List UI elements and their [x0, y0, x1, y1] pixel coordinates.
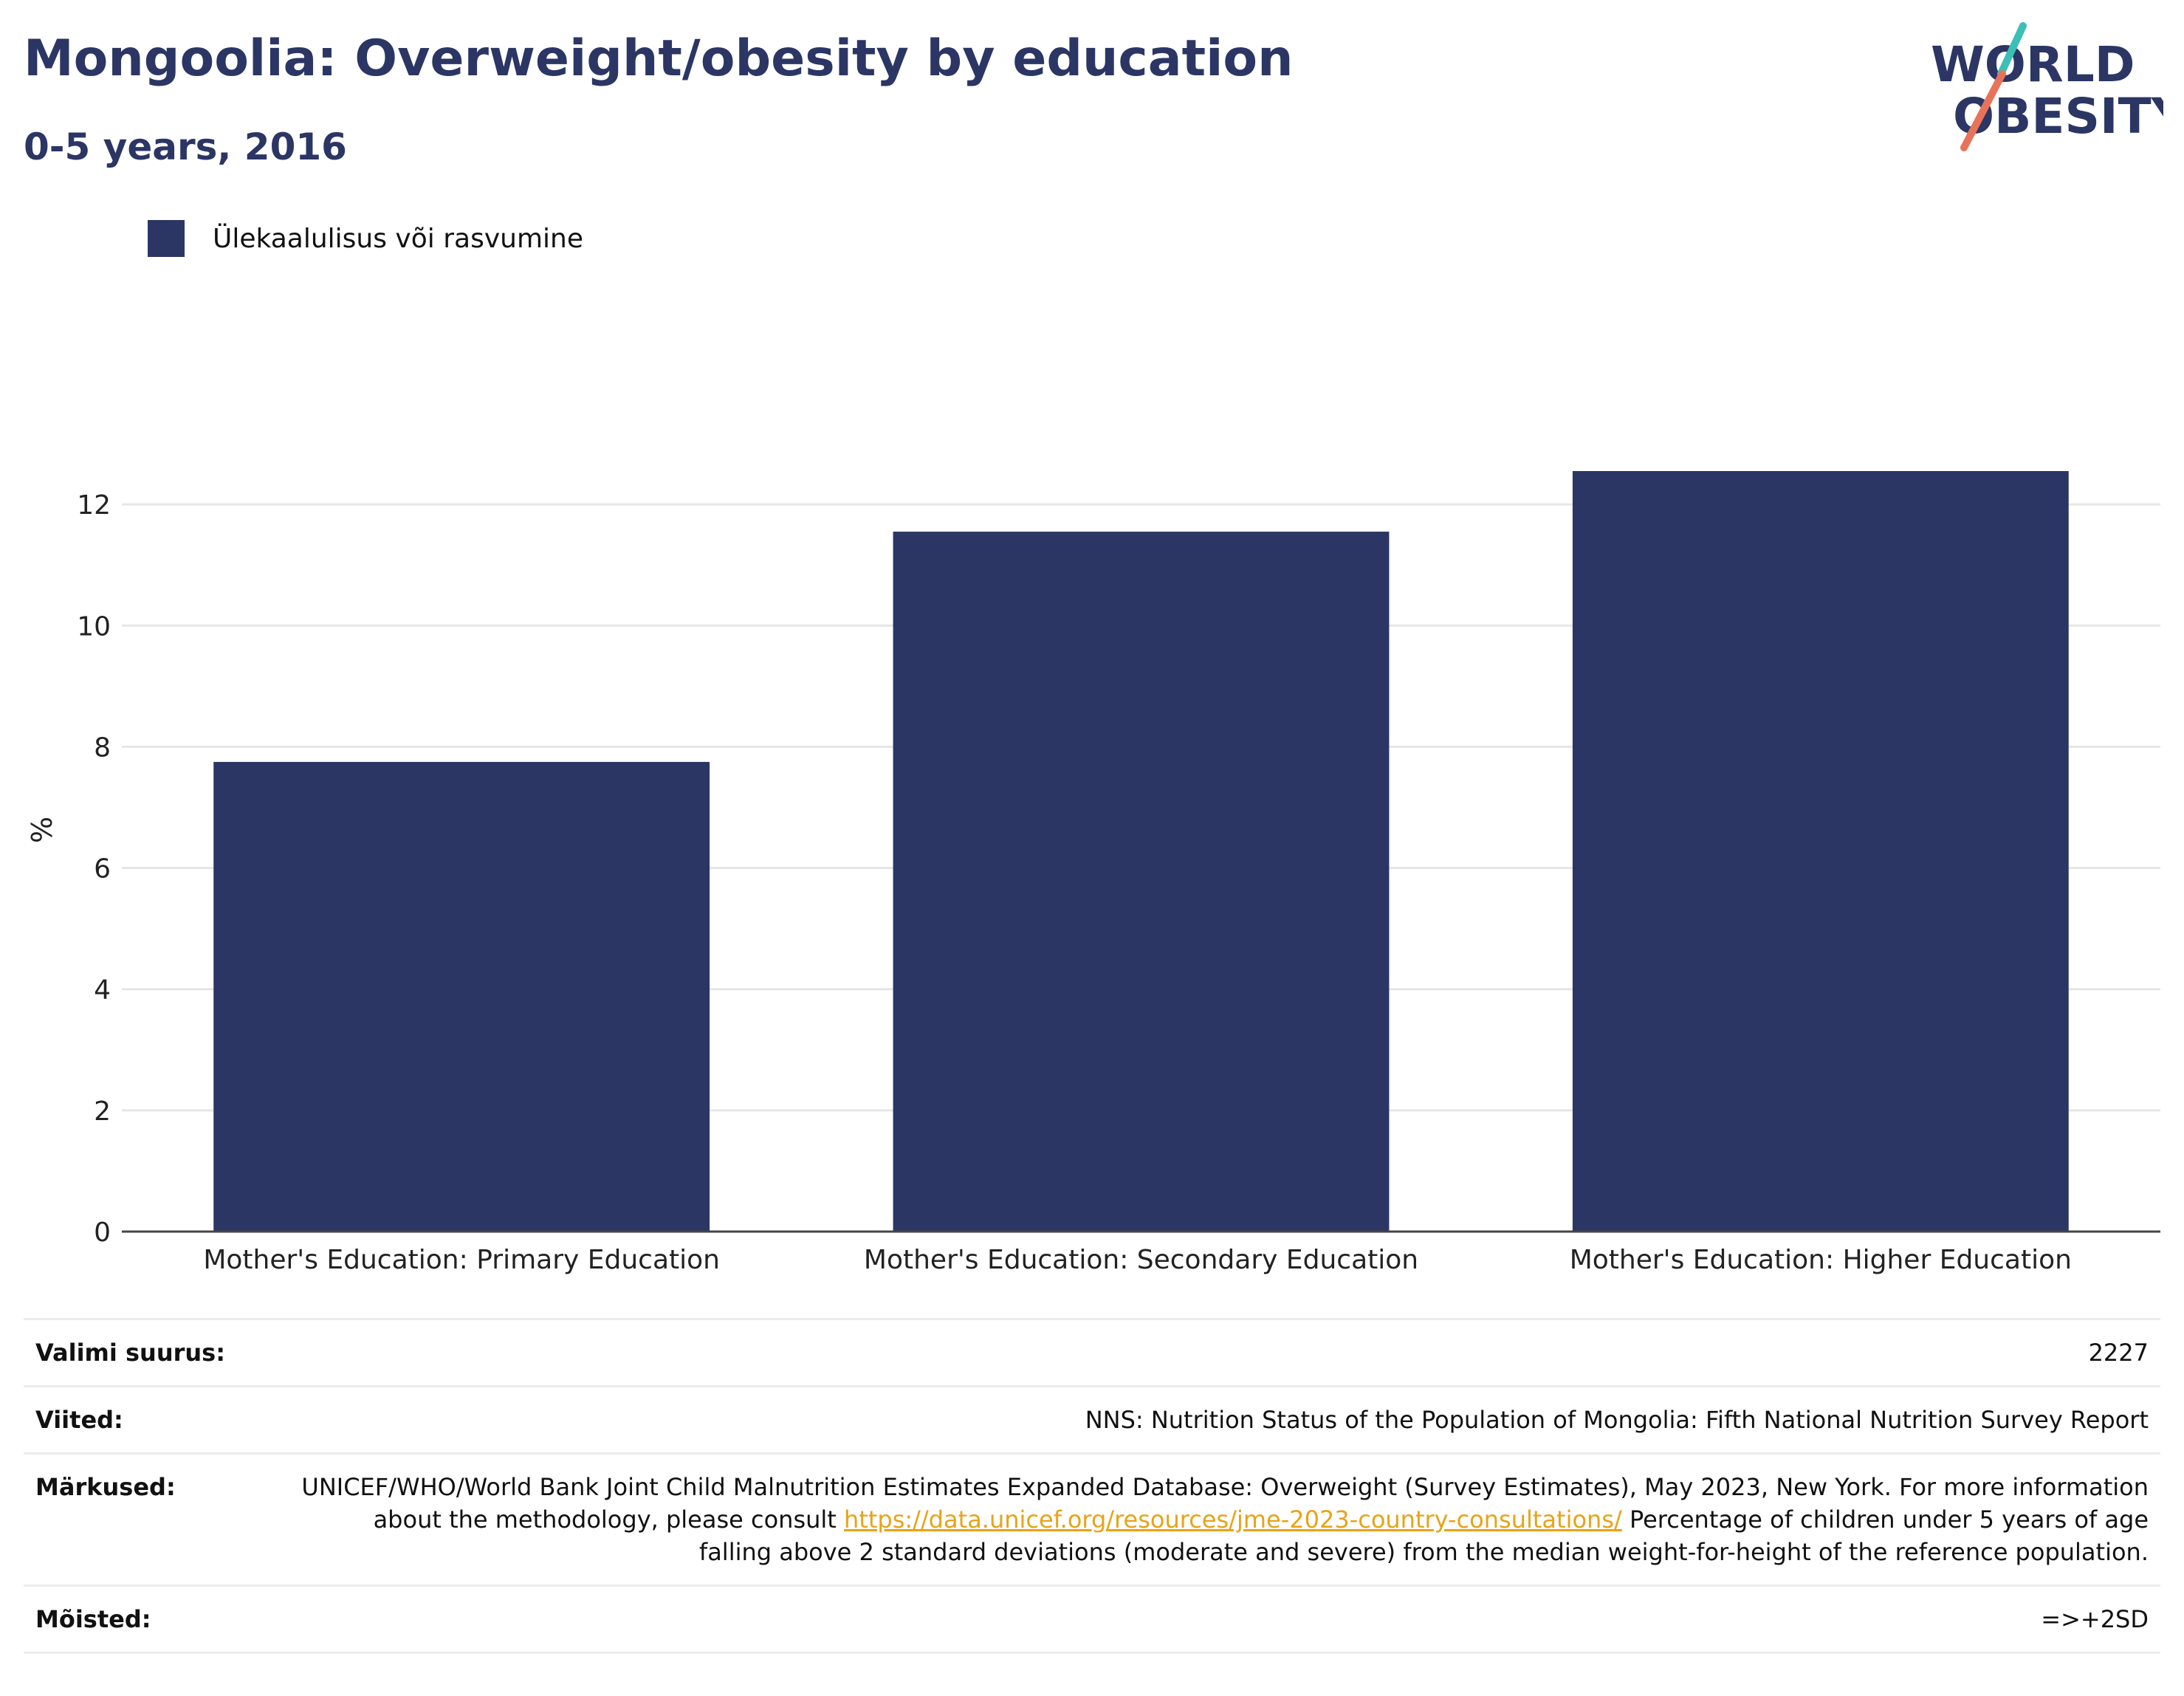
chart-subtitle: 0-5 years, 2016 [24, 126, 347, 168]
legend-label: Ülekaalulisus või rasvumine [213, 223, 583, 254]
notes-value: UNICEF/WHO/World Bank Joint Child Malnut… [301, 1471, 2149, 1568]
logo-slash-top [1997, 22, 2027, 78]
bar-chart: 0 2 4 6 8 10 12 Mother's Education: Primary Edu… [26, 470, 2160, 1275]
references-value: NNS: Nutrition Status of the Population … [1085, 1406, 2149, 1434]
chart-title: Mongoolia: Overweight/obesity by educati… [24, 30, 1294, 88]
info-row-sample-size: Valimi suurus: 2227 [24, 1318, 2160, 1385]
definitions-value: =>+2SD [2041, 1605, 2149, 1633]
methodology-link[interactable]: https://data.unicef.org/resources/jme-20… [844, 1506, 1622, 1534]
logo-line-world: WORLD [1931, 36, 2135, 93]
y-tick-label: 2 [94, 1096, 111, 1127]
x-tick-label: Mother's Education: Higher Education [1570, 1245, 2072, 1275]
y-tick-label: 8 [94, 732, 111, 763]
references-label: Viited: [35, 1406, 123, 1434]
sample-size-label: Valimi suurus: [35, 1339, 226, 1367]
bar [893, 532, 1390, 1232]
y-tick-label: 6 [94, 854, 111, 885]
x-tick-label: Mother's Education: Primary Education [203, 1245, 720, 1275]
info-table: Valimi suurus: 2227 Viited: NNS: Nutriti… [24, 1318, 2160, 1654]
info-row-references: Viited: NNS: Nutrition Status of the Pop… [24, 1385, 2160, 1452]
logo-slash-bottom [1960, 70, 2006, 151]
y-axis-label: % [26, 817, 58, 843]
y-tick-label: 12 [77, 490, 111, 521]
world-obesity-logo: WORLD OBESITY [1931, 22, 2163, 151]
notes-label: Märkused: [35, 1473, 176, 1501]
x-tick-label: Mother's Education: Secondary Education [864, 1245, 1418, 1275]
sample-size-value: 2227 [2088, 1339, 2149, 1367]
chart-legend: Ülekaalulisus või rasvumine [148, 219, 583, 258]
notes-text-after: Percentage of children under 5 years of … [698, 1506, 2149, 1566]
definitions-label: Mõisted: [35, 1605, 151, 1633]
y-tick-label: 4 [94, 975, 111, 1006]
legend-swatch [148, 220, 185, 257]
bar [1572, 470, 2069, 1232]
y-tick-label: 0 [94, 1218, 111, 1248]
notes-text-before: UNICEF/WHO/World Bank Joint Child Malnut… [301, 1473, 2149, 1534]
info-row-definitions: Mõisted: =>+2SD [24, 1585, 2160, 1654]
y-tick-label: 10 [77, 611, 111, 642]
info-row-notes: Märkused: UNICEF/WHO/World Bank Joint Ch… [24, 1452, 2160, 1585]
bar [213, 761, 710, 1232]
